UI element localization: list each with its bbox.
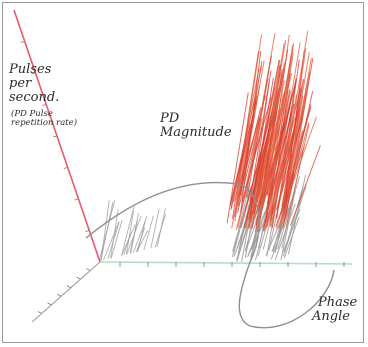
red-pulse-bar [272, 42, 301, 207]
grey-pulse-bar [132, 216, 148, 253]
grey-pulse-bar [284, 184, 307, 253]
sine-curve [85, 181, 335, 329]
grey-pulse-bar [270, 207, 290, 260]
phase-axis [99, 261, 353, 265]
pps-tick [74, 198, 79, 201]
red-pulse-bar [229, 123, 252, 206]
red-pulse-bar [249, 59, 280, 214]
red-pulse-bar [255, 113, 281, 215]
red-pulse-bar [282, 90, 314, 229]
red-pulse-bar [249, 70, 272, 202]
red-pulse-bar [257, 42, 285, 208]
red-pulse-bar [278, 82, 309, 229]
grey-pulse-bar [231, 181, 251, 258]
depth-tick [66, 285, 72, 289]
pps-note-line: repetition rate) [11, 118, 78, 129]
red-pulse-bar [242, 78, 269, 203]
red-pulse-bar [257, 69, 283, 229]
phase-label-line: Angle [312, 309, 350, 325]
magnitude-label-line: PD [160, 111, 180, 126]
magnitude-axis-label: PD Magnitude [160, 111, 232, 141]
pps-axis-note: (PD Pulse repetition rate) [11, 109, 78, 129]
phase-axis-label: Phase Angle [312, 295, 358, 324]
grey-pulse-bar [110, 219, 123, 259]
grey-pulse-bar [150, 208, 160, 249]
phase-label-line: Phase [318, 295, 358, 310]
axes-group [13, 9, 353, 329]
pps-axis-label: Pulses per second. [9, 62, 60, 106]
pulse-cluster [98, 30, 321, 263]
magnitude-label-line: Magnitude [160, 125, 232, 141]
grey-pulse-bar [126, 215, 142, 255]
pps-tick [63, 167, 68, 169]
red-pulse-bar [240, 50, 262, 213]
grey-pulse-bar [103, 221, 120, 261]
grey-pulse-bar [280, 190, 296, 261]
grey-pulse-bar [282, 208, 301, 253]
red-pulse-bar [281, 122, 310, 221]
depth-axis [31, 261, 101, 323]
red-pulse-bar [283, 106, 312, 209]
pps-label-line: Pulses [9, 62, 52, 77]
depth-tick [56, 293, 62, 297]
red-pulse-bar [282, 78, 304, 227]
red-pulse-bar [270, 94, 298, 227]
grey-pulse-bar [98, 199, 116, 262]
grey-pulse-bar [154, 214, 167, 248]
grey-pulse-bar [143, 215, 154, 251]
pps-note-line: (PD Pulse [11, 109, 53, 119]
grey-pulse-bar [125, 210, 135, 255]
red-pulse-bar [282, 50, 305, 215]
grey-pulse-bar [123, 232, 131, 256]
grey-pulse-bar [233, 187, 252, 254]
red-pulse-bar [246, 55, 272, 198]
red-pulse-bar [231, 65, 263, 203]
pps-tick [31, 72, 36, 75]
tick-marks [20, 41, 345, 314]
grey-pulse-bar [277, 176, 301, 250]
red-pulse-bar [239, 107, 262, 196]
red-pulse-bar [279, 30, 309, 198]
depth-tick [76, 276, 81, 280]
grey-pulse-bar [287, 174, 307, 255]
pps-tick [52, 135, 58, 138]
pps-label-line: per [9, 76, 32, 92]
pps-tick [85, 230, 90, 232]
grey-pulse-bar [136, 227, 146, 253]
red-pulse-bar [290, 145, 321, 226]
depth-tick [37, 311, 42, 314]
pps-label-line: second. [9, 90, 60, 106]
grey-pulse-bar [100, 200, 110, 261]
red-pulse-bar [268, 52, 294, 203]
depth-tick [86, 268, 91, 271]
pps-tick [42, 104, 47, 106]
grey-pulse-bar [107, 221, 120, 260]
grey-pulse-bar [282, 186, 304, 257]
depth-tick [47, 302, 52, 306]
grey-pulse-bar [121, 206, 135, 256]
red-pulse-bar [255, 128, 283, 223]
pps-tick [20, 41, 25, 43]
red-pulse-bar [285, 124, 310, 227]
chart-frame [2, 2, 364, 343]
